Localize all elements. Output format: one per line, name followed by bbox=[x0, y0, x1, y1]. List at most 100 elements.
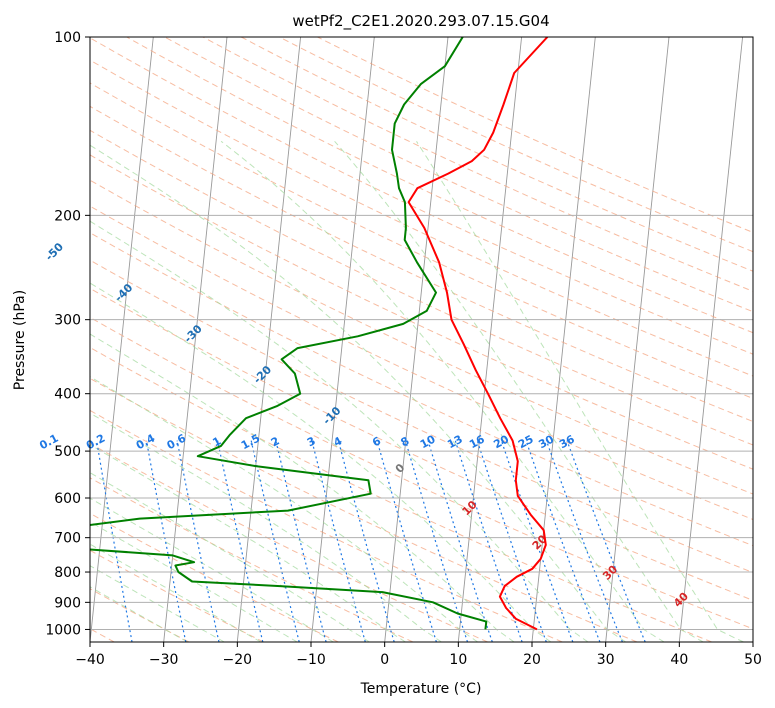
dry-adiabat-label: 40 bbox=[671, 590, 691, 610]
dry-adiabat-line bbox=[90, 512, 339, 642]
dry-adiabat-line bbox=[90, 409, 563, 642]
mixing-ratio-label: 6 bbox=[370, 434, 383, 449]
moist-adiabat-line bbox=[90, 282, 552, 642]
isotherm-line bbox=[678, 37, 744, 642]
y-tick-label: 300 bbox=[54, 313, 81, 329]
y-tick-label: 200 bbox=[54, 208, 81, 224]
dry-adiabat-line bbox=[90, 588, 190, 642]
moist-adiabat-line bbox=[90, 565, 225, 642]
dry-adiabat-label: -50 bbox=[43, 240, 66, 263]
mixing-ratio-line bbox=[476, 440, 547, 642]
moist-adiabat-line bbox=[90, 521, 298, 642]
dry-adiabat-line bbox=[90, 477, 414, 642]
x-tick-label: 50 bbox=[744, 652, 762, 668]
dry-adiabat-line bbox=[90, 377, 638, 642]
x-axis-label: Temperature (°C) bbox=[360, 681, 482, 697]
profile-lines bbox=[90, 37, 549, 631]
mixing-ratio-line bbox=[145, 440, 187, 642]
mixing-ratio-label: 0.4 bbox=[134, 431, 158, 452]
y-axis-ticks: 100 200 300 400 500 600 700 800 900 1000 bbox=[45, 30, 90, 638]
dry-adiabat-line bbox=[90, 105, 753, 423]
y-tick-label: 100 bbox=[54, 30, 81, 46]
mixing-ratio-label: 13 bbox=[445, 433, 465, 452]
moist-adiabat-line bbox=[90, 144, 626, 642]
x-tick-label: −40 bbox=[75, 652, 105, 668]
isotherm-line bbox=[752, 637, 753, 642]
mixing-ratio-label: 2 bbox=[269, 434, 282, 449]
mixing-ratio-line bbox=[525, 440, 601, 642]
dry-adiabat-line bbox=[90, 232, 753, 547]
dry-adiabat-label: 30 bbox=[600, 562, 620, 582]
mixing-ratio-label: 25 bbox=[516, 433, 536, 452]
dry-adiabat-line bbox=[164, 37, 753, 313]
dry-adiabat-label: -40 bbox=[112, 281, 135, 304]
x-tick-label: −10 bbox=[296, 652, 326, 668]
dry-adiabat-line bbox=[90, 316, 753, 630]
mixing-ratio-label: 30 bbox=[536, 432, 556, 451]
mixing-ratio-label: 36 bbox=[557, 432, 577, 451]
y-tick-label: 400 bbox=[54, 387, 81, 403]
mixing-ratio-label: 20 bbox=[491, 432, 511, 451]
dry-adiabat-line bbox=[90, 129, 753, 446]
mixing-ratio-line bbox=[176, 440, 220, 642]
mixing-ratio-line bbox=[96, 440, 133, 642]
y-tick-label: 1000 bbox=[45, 622, 81, 638]
mixing-ratio-line bbox=[427, 440, 493, 642]
x-tick-label: 40 bbox=[670, 652, 688, 668]
x-tick-label: 20 bbox=[523, 652, 541, 668]
mixing-ratio-label: 16 bbox=[467, 432, 487, 451]
dry-adiabat-line bbox=[90, 59, 753, 377]
moist-adiabat-line bbox=[416, 141, 744, 642]
x-tick-label: 0 bbox=[380, 652, 389, 668]
dry-adiabat-line bbox=[90, 37, 753, 355]
isotherm-line bbox=[531, 37, 596, 642]
x-axis-ticks: −40 −30 −20 −10 0 10 20 30 40 50 bbox=[75, 642, 762, 668]
moist-adiabat-line bbox=[90, 586, 188, 642]
mixing-ratio-line bbox=[376, 440, 437, 642]
mixing-ratio-line bbox=[500, 440, 574, 642]
moist-adiabat-line bbox=[90, 543, 262, 642]
temperature-profile bbox=[407, 37, 549, 631]
isotherm-line bbox=[384, 37, 449, 642]
x-tick-label: −30 bbox=[149, 652, 179, 668]
mixing-ratio-label: 4 bbox=[331, 434, 344, 449]
isotherm-line bbox=[163, 37, 228, 642]
dewpoint-profile bbox=[90, 37, 488, 630]
moist-adiabat-line bbox=[220, 140, 665, 642]
dry-adiabat-line bbox=[90, 287, 753, 601]
chart-title: wetPf2_C2E1.2020.293.07.15.G04 bbox=[292, 12, 549, 31]
isotherm-line bbox=[457, 37, 523, 642]
mixing-ratio-line bbox=[404, 440, 469, 642]
y-tick-label: 800 bbox=[54, 565, 81, 581]
plot-frame bbox=[89, 36, 754, 643]
dry-adiabat-label: 10 bbox=[460, 498, 480, 518]
x-tick-label: −20 bbox=[223, 652, 253, 668]
isotherm-line bbox=[236, 37, 302, 642]
mixing-ratio-label: 0.6 bbox=[165, 431, 189, 452]
mixing-ratio-label: 0.2 bbox=[84, 432, 107, 453]
moist-adiabat-line bbox=[334, 140, 704, 642]
x-tick-label: 10 bbox=[449, 652, 467, 668]
dry-adiabat-line bbox=[90, 179, 753, 495]
x-tick-label: 30 bbox=[597, 652, 615, 668]
y-tick-label: 500 bbox=[54, 444, 81, 460]
mixing-ratio-line bbox=[454, 440, 523, 642]
dry-adiabat-line bbox=[317, 37, 753, 233]
dry-adiabat-line bbox=[90, 154, 753, 470]
moist-adiabat-line bbox=[90, 497, 334, 642]
dry-adiabat-line bbox=[90, 442, 488, 642]
mixing-ratio-label: 10 bbox=[418, 432, 438, 451]
dry-adiabat-line bbox=[90, 259, 753, 574]
dry-adiabat-line bbox=[90, 82, 753, 400]
dry-adiabat-label: -10 bbox=[320, 404, 343, 427]
dry-adiabat-label: 0 bbox=[393, 461, 408, 476]
dry-adiabat-label: -20 bbox=[251, 363, 274, 386]
y-tick-label: 700 bbox=[54, 531, 81, 547]
mixing-ratio-line bbox=[311, 440, 366, 642]
y-tick-label: 600 bbox=[54, 491, 81, 507]
pressure-gridlines bbox=[90, 36, 753, 630]
isotherm-line bbox=[0, 37, 6, 642]
y-tick-label: 900 bbox=[54, 595, 81, 611]
isotherm-line bbox=[605, 37, 670, 642]
